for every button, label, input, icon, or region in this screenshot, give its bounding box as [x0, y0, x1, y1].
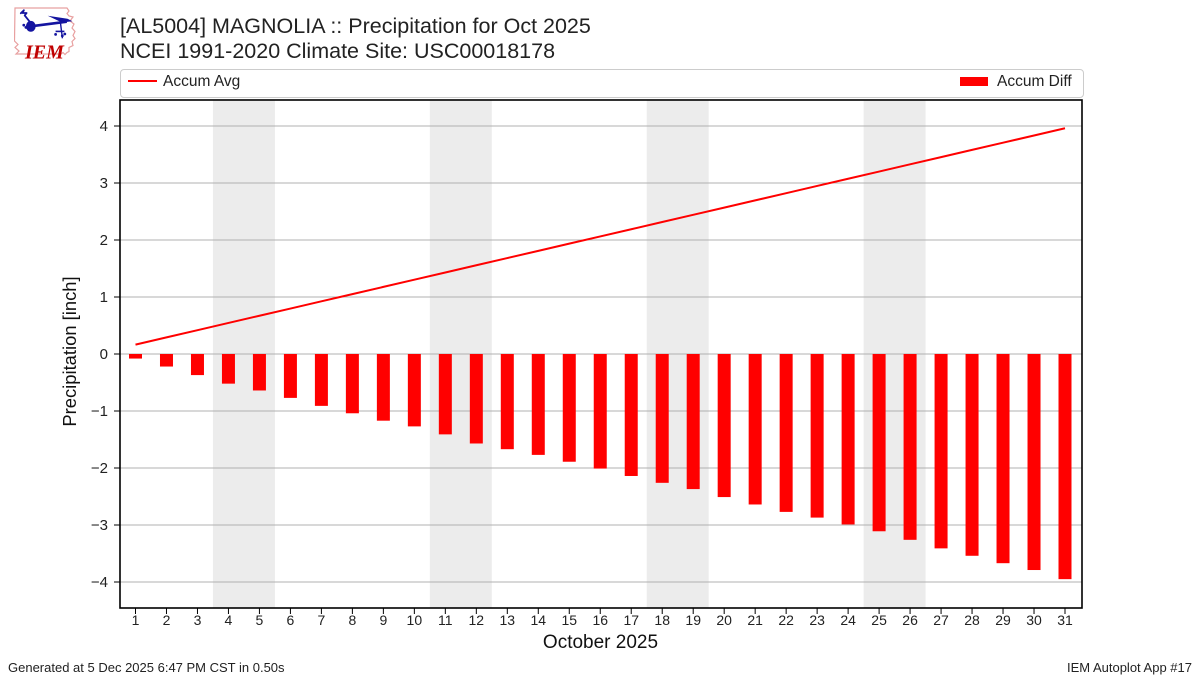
- svg-text:15: 15: [561, 612, 577, 628]
- svg-text:31: 31: [1057, 612, 1073, 628]
- svg-text:3: 3: [194, 612, 202, 628]
- svg-text:29: 29: [995, 612, 1011, 628]
- svg-text:Precipitation [inch]: Precipitation [inch]: [59, 276, 80, 426]
- svg-text:26: 26: [902, 612, 918, 628]
- svg-text:−2: −2: [91, 460, 108, 477]
- svg-text:30: 30: [1026, 612, 1042, 628]
- svg-text:1: 1: [132, 612, 140, 628]
- svg-text:17: 17: [623, 612, 639, 628]
- svg-text:0: 0: [100, 346, 108, 363]
- svg-text:24: 24: [840, 612, 856, 628]
- svg-text:3: 3: [100, 175, 108, 192]
- svg-text:19: 19: [685, 612, 701, 628]
- svg-text:6: 6: [287, 612, 295, 628]
- svg-text:8: 8: [348, 612, 356, 628]
- svg-text:1: 1: [100, 289, 108, 306]
- svg-text:14: 14: [530, 612, 546, 628]
- svg-text:20: 20: [716, 612, 732, 628]
- svg-text:27: 27: [933, 612, 949, 628]
- svg-text:October 2025: October 2025: [543, 632, 658, 653]
- svg-text:5: 5: [256, 612, 264, 628]
- svg-text:16: 16: [592, 612, 608, 628]
- svg-text:−4: −4: [91, 574, 108, 591]
- svg-text:9: 9: [379, 612, 387, 628]
- svg-text:12: 12: [469, 612, 485, 628]
- svg-text:18: 18: [654, 612, 670, 628]
- svg-text:−1: −1: [91, 403, 108, 420]
- svg-text:11: 11: [438, 612, 453, 628]
- svg-text:21: 21: [747, 612, 763, 628]
- svg-text:2: 2: [163, 612, 171, 628]
- svg-text:4: 4: [100, 118, 108, 135]
- svg-text:13: 13: [500, 612, 516, 628]
- svg-text:4: 4: [225, 612, 233, 628]
- svg-text:28: 28: [964, 612, 980, 628]
- svg-text:23: 23: [809, 612, 825, 628]
- svg-text:−3: −3: [91, 517, 108, 534]
- svg-text:2: 2: [100, 232, 108, 249]
- svg-text:22: 22: [778, 612, 794, 628]
- svg-text:25: 25: [871, 612, 887, 628]
- svg-text:7: 7: [318, 612, 326, 628]
- svg-text:10: 10: [407, 612, 423, 628]
